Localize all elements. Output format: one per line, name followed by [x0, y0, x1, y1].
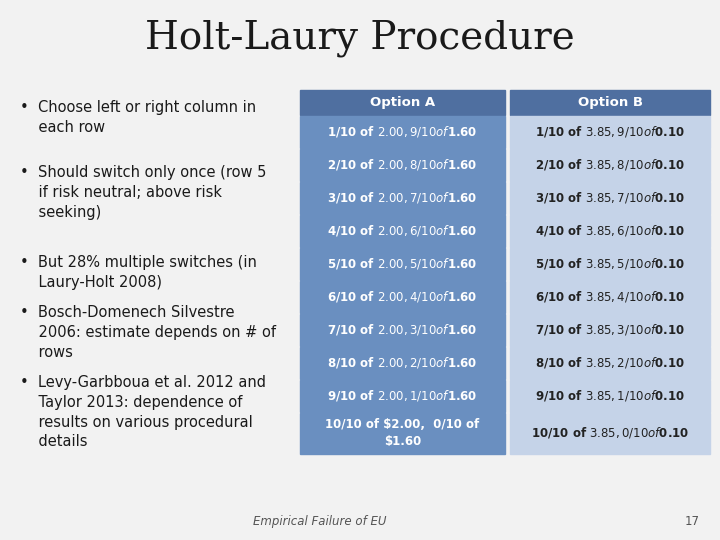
Text: •  Levy-Garbboua et al. 2012 and
    Taylor 2013: dependence of
    results on v: • Levy-Garbboua et al. 2012 and Taylor 2… [20, 375, 266, 449]
Text: Option B: Option B [577, 96, 642, 109]
Bar [300, 116, 505, 148]
Bar [510, 380, 710, 412]
Text: 3/10 of $3.85,  7/10 of $0.10: 3/10 of $3.85, 7/10 of $0.10 [535, 190, 685, 205]
Text: 4/10 of $2.00,  6/10 of $1.60: 4/10 of $2.00, 6/10 of $1.60 [328, 223, 477, 238]
Bar [510, 413, 710, 454]
Text: 9/10 of $2.00,  1/10 of $1.60: 9/10 of $2.00, 1/10 of $1.60 [328, 388, 477, 403]
Text: 2/10 of $3.85,  8/10 of $0.10: 2/10 of $3.85, 8/10 of $0.10 [535, 157, 685, 172]
Text: 2/10 of $2.00,  8/10 of $1.60: 2/10 of $2.00, 8/10 of $1.60 [328, 157, 477, 172]
Bar [300, 281, 505, 313]
Text: 17: 17 [685, 515, 700, 528]
Text: Holt-Laury Procedure: Holt-Laury Procedure [145, 19, 575, 57]
Bar [510, 149, 710, 181]
Text: Option A: Option A [370, 96, 435, 109]
Text: •  Bosch-Domenech Silvestre
    2006: estimate depends on # of
    rows: • Bosch-Domenech Silvestre 2006: estimat… [20, 305, 276, 360]
Text: 10/10 of $3.85,  0/10 of $0.10: 10/10 of $3.85, 0/10 of $0.10 [531, 426, 689, 441]
Bar [300, 347, 505, 379]
Bar [510, 182, 710, 214]
Text: •  Choose left or right column in
    each row: • Choose left or right column in each ro… [20, 100, 256, 135]
Bar [300, 248, 505, 280]
Text: 8/10 of $2.00,  2/10 of $1.60: 8/10 of $2.00, 2/10 of $1.60 [328, 355, 477, 370]
Bar [510, 281, 710, 313]
Text: 7/10 of $3.85,  3/10 of $0.10: 7/10 of $3.85, 3/10 of $0.10 [535, 322, 685, 337]
Text: 4/10 of $3.85,  6/10 of $0.10: 4/10 of $3.85, 6/10 of $0.10 [535, 223, 685, 238]
Bar [300, 182, 505, 214]
Text: 1/10 of $3.85,  9/10 of $0.10: 1/10 of $3.85, 9/10 of $0.10 [535, 124, 685, 139]
Text: •  Should switch only once (row 5
    if risk neutral; above risk
    seeking): • Should switch only once (row 5 if risk… [20, 165, 266, 220]
Bar [300, 90, 505, 115]
Bar [510, 215, 710, 247]
Bar [300, 215, 505, 247]
Bar [510, 90, 710, 115]
Text: 6/10 of $3.85,  4/10 of $0.10: 6/10 of $3.85, 4/10 of $0.10 [535, 289, 685, 304]
Bar [300, 413, 505, 454]
Text: 8/10 of $3.85,  2/10 of $0.10: 8/10 of $3.85, 2/10 of $0.10 [535, 355, 685, 370]
Text: 5/10 of $3.85,  5/10 of $0.10: 5/10 of $3.85, 5/10 of $0.10 [535, 256, 685, 271]
Bar [300, 380, 505, 412]
Text: 10/10 of $2.00,  0/10 of
$1.60: 10/10 of $2.00, 0/10 of $1.60 [325, 418, 480, 448]
Text: •  But 28% multiple switches (in
    Laury-Holt 2008): • But 28% multiple switches (in Laury-Ho… [20, 255, 257, 290]
Bar [510, 248, 710, 280]
Bar [510, 314, 710, 346]
Text: Empirical Failure of EU: Empirical Failure of EU [253, 515, 387, 528]
Text: 6/10 of $2.00,  4/10 of $1.60: 6/10 of $2.00, 4/10 of $1.60 [328, 289, 477, 304]
Text: 3/10 of $2.00,  7/10 of $1.60: 3/10 of $2.00, 7/10 of $1.60 [328, 190, 477, 205]
Text: 9/10 of $3.85,  1/10 of $0.10: 9/10 of $3.85, 1/10 of $0.10 [535, 388, 685, 403]
Text: 7/10 of $2.00,  3/10 of $1.60: 7/10 of $2.00, 3/10 of $1.60 [328, 322, 477, 337]
Bar [510, 347, 710, 379]
Bar [300, 314, 505, 346]
Text: 1/10 of $2.00,  9/10 of $1.60: 1/10 of $2.00, 9/10 of $1.60 [328, 124, 477, 139]
Bar [510, 116, 710, 148]
Bar [300, 149, 505, 181]
Text: 5/10 of $2.00,  5/10 of $1.60: 5/10 of $2.00, 5/10 of $1.60 [328, 256, 477, 271]
